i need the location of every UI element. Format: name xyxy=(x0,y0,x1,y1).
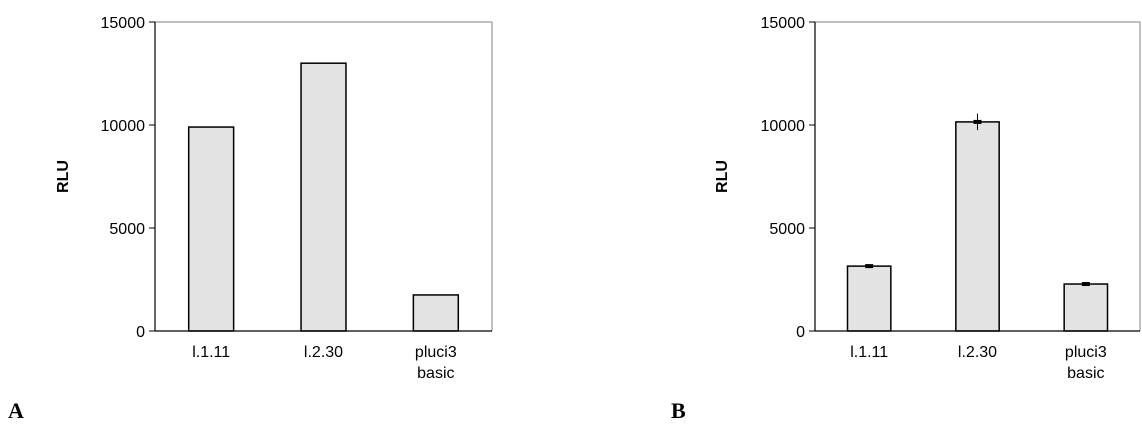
chart-panel-B: l.1.11 l.2.30 pluci3 basic 0 5000 10000 15000 RL… xyxy=(671,15,1141,423)
y-tick-label: 0 xyxy=(796,324,805,341)
x-tick-label: l.1.11 xyxy=(850,344,888,361)
chart-panel-A: l.1.11 l.2.30 pluci3 basic 0 5000 10000 15000 RL… xyxy=(8,15,493,423)
error-bar-cap xyxy=(1081,282,1090,287)
y-tick-label: 0 xyxy=(136,324,145,341)
x-tick-label: l.2.30 xyxy=(958,344,997,361)
y-tick-label: 10000 xyxy=(761,118,806,135)
x-tick-label: l.2.30 xyxy=(304,344,343,361)
y-tick-label: 5000 xyxy=(109,221,145,238)
panel-label: A xyxy=(8,398,24,423)
bar xyxy=(1063,283,1109,332)
bar xyxy=(412,294,460,332)
bar xyxy=(955,121,1000,332)
y-axis-label: RLU xyxy=(714,160,731,193)
x-tick-label: pluci3 basic xyxy=(1065,344,1107,382)
y-tick-label: 15000 xyxy=(101,15,146,32)
bar xyxy=(846,265,892,332)
error-bar-cap xyxy=(973,119,982,124)
y-tick-label: 5000 xyxy=(769,221,805,238)
x-tick-label: pluci3 basic xyxy=(415,344,457,382)
y-tick-label: 10000 xyxy=(101,118,146,135)
x-tick-label: l.1.11 xyxy=(192,344,230,361)
bar xyxy=(187,126,235,332)
panel-label: B xyxy=(671,398,686,423)
y-axis-label: RLU xyxy=(55,160,72,193)
error-bar-cap xyxy=(865,264,874,269)
bar xyxy=(300,62,347,332)
y-tick-label: 15000 xyxy=(761,15,806,32)
